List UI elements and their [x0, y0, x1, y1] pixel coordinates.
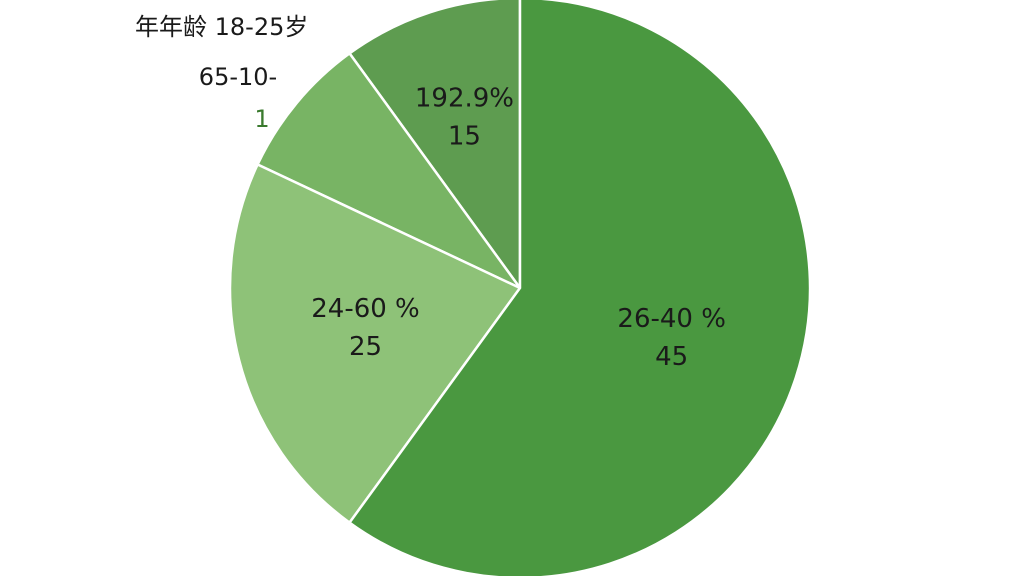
annotation: 65-10-: [199, 63, 277, 91]
slice-label: 45: [655, 342, 688, 372]
annotation: 1: [254, 105, 269, 133]
pie-slice: [347, 0, 522, 292]
slice-label: 24-60 %: [311, 294, 420, 324]
annotation: 年年龄 18-25岁: [135, 13, 308, 41]
pie-slice: [347, 0, 812, 576]
slice-label: 192.9%: [415, 84, 514, 114]
slice-label: 26-40 %: [617, 304, 726, 334]
slice-label: 15: [448, 122, 481, 152]
slice-label: 25: [349, 332, 382, 362]
pie-slice: [255, 51, 522, 290]
pie-slice: [228, 162, 522, 525]
